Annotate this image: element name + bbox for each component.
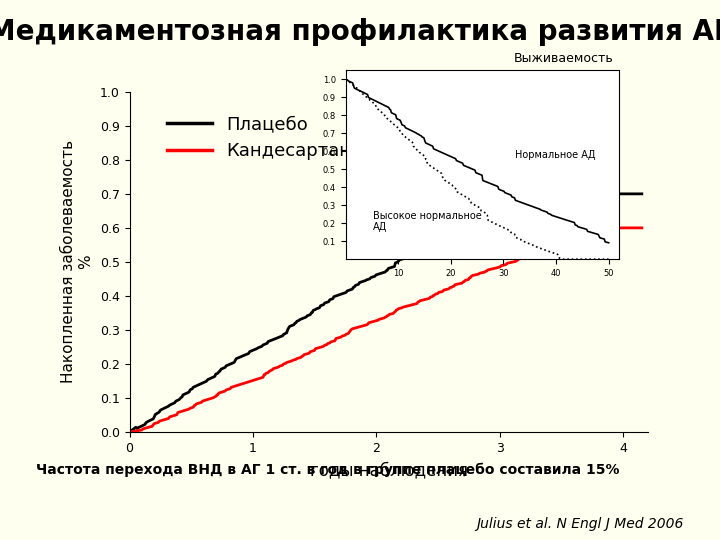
- Плацебо: [626, 191, 635, 197]
- Кандесартан: [637, 225, 646, 231]
- Text: Высокое нормальное
АД: Высокое нормальное АД: [373, 211, 482, 232]
- Y-axis label: Накопленная заболеваемость
%: Накопленная заболеваемость %: [60, 140, 93, 383]
- Кандесартан: [545, 241, 554, 247]
- Плацебо: [541, 191, 549, 197]
- Плацебо: [372, 272, 380, 278]
- Плацебо: [125, 429, 134, 435]
- Кандесартан: [372, 318, 380, 324]
- Legend: Плацебо, Кандесартан: Плацебо, Кандесартан: [159, 107, 359, 167]
- Text: Julius et al. N Engl J Med 2006: Julius et al. N Engl J Med 2006: [477, 517, 684, 531]
- Text: Выживаемость: Выживаемость: [514, 51, 613, 64]
- Плацебо: [402, 254, 411, 261]
- Text: Частота перехода ВНД в АГ 1 ст. в год в группе плацебо составила 15%: Частота перехода ВНД в АГ 1 ст. в год в …: [36, 463, 619, 477]
- Кандесартан: [430, 292, 438, 299]
- Line: Плацебо: Плацебо: [130, 194, 642, 432]
- Кандесартан: [402, 303, 411, 309]
- Плацебо: [430, 240, 438, 247]
- Text: Нормальное АД: Нормальное АД: [516, 150, 595, 160]
- Плацебо: [637, 191, 646, 197]
- Кандесартан: [626, 225, 635, 231]
- Плацебо: [369, 274, 377, 280]
- X-axis label: годы наблюдения: годы наблюдения: [310, 462, 468, 480]
- Text: Медикаментозная профилактика развития АГ: Медикаментозная профилактика развития АГ: [0, 18, 720, 46]
- Line: Кандесартан: Кандесартан: [130, 228, 642, 432]
- Кандесартан: [369, 319, 377, 325]
- Плацебо: [546, 191, 555, 197]
- Кандесартан: [125, 429, 134, 435]
- Кандесартан: [583, 225, 592, 231]
